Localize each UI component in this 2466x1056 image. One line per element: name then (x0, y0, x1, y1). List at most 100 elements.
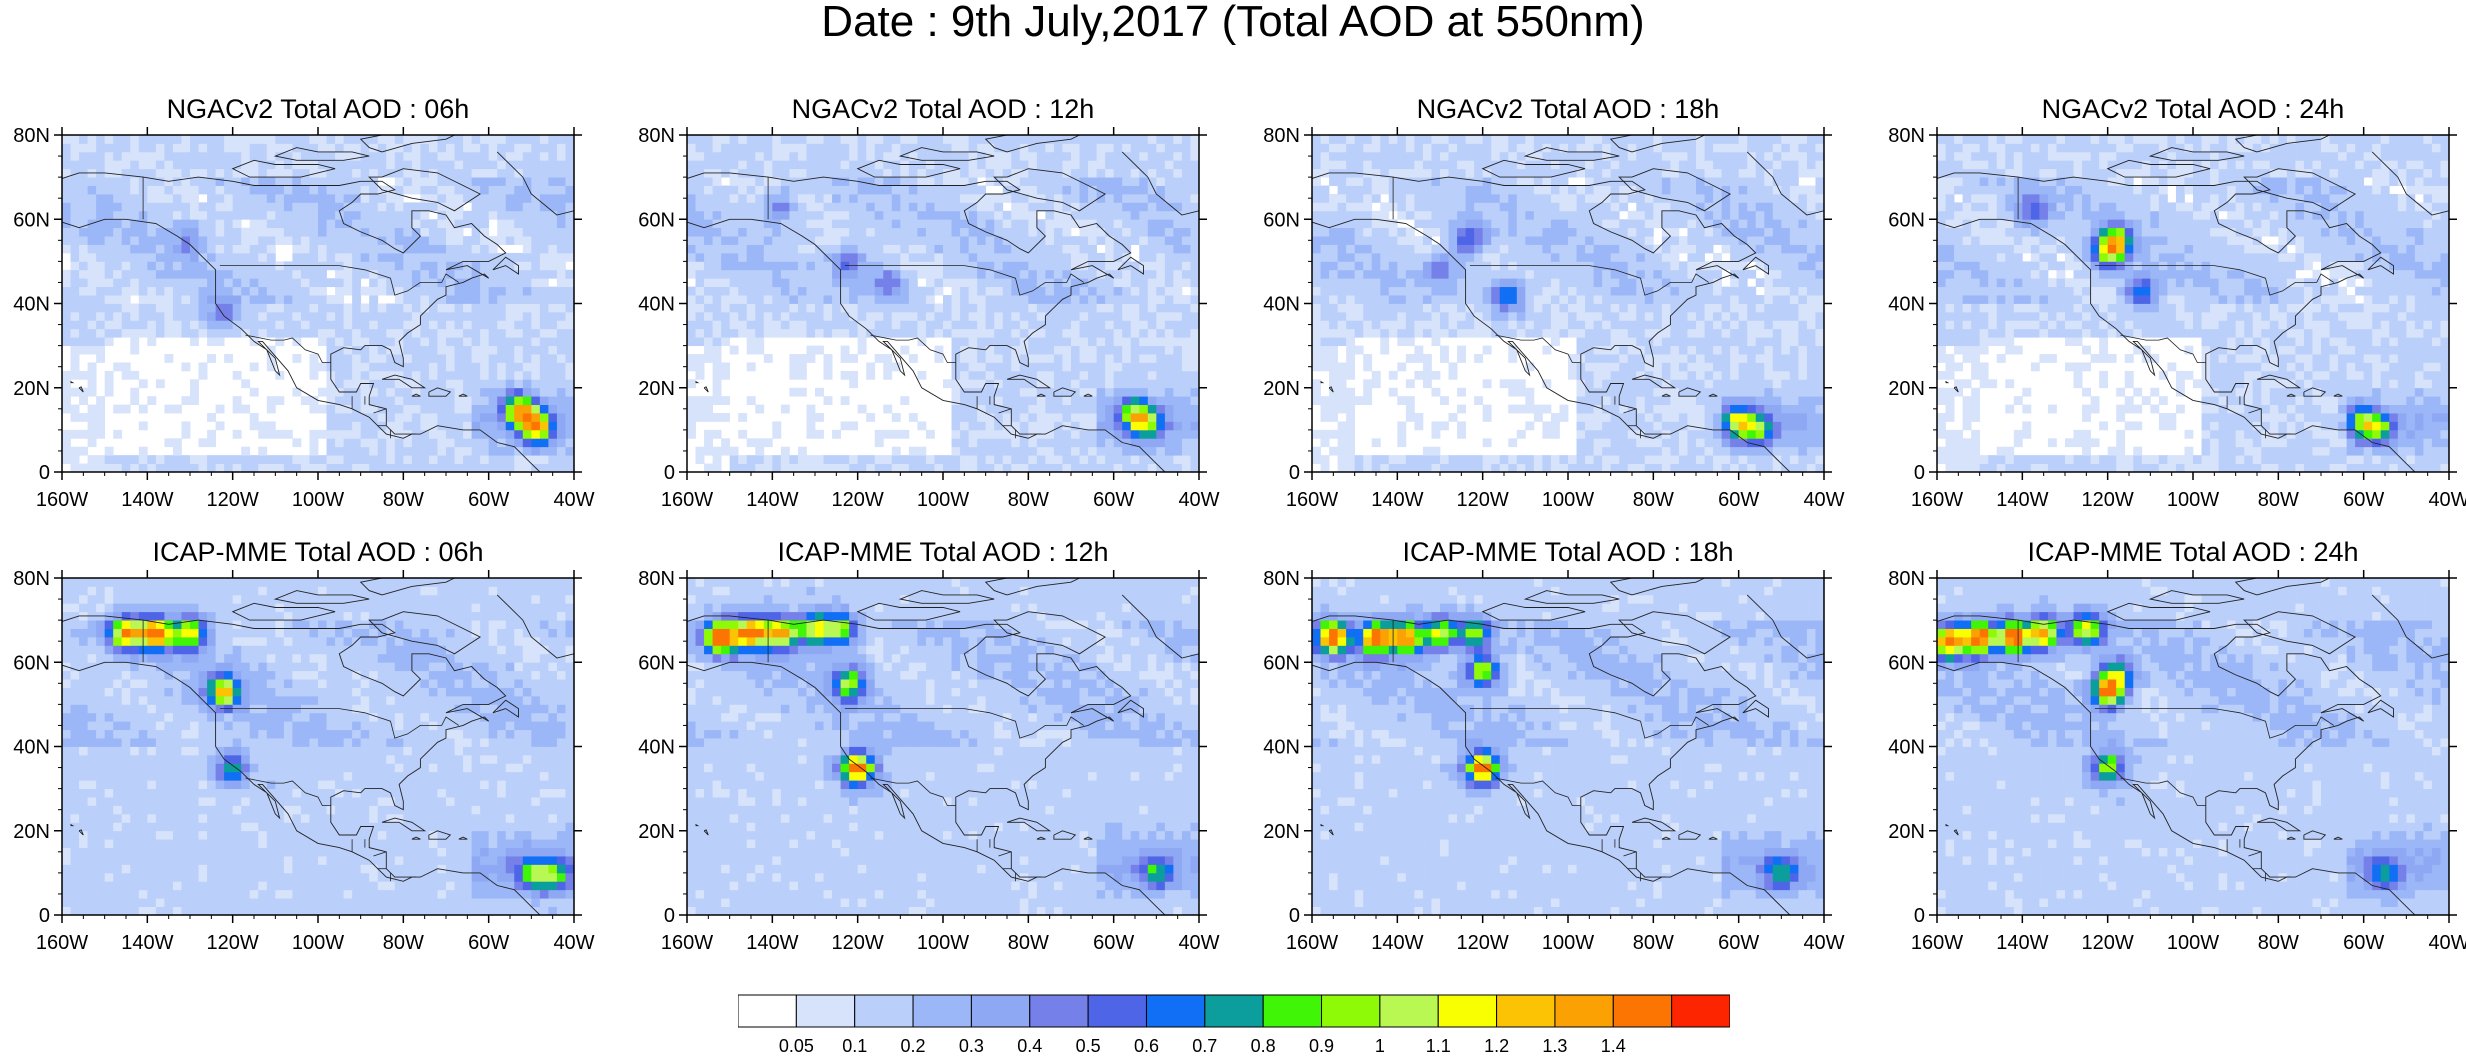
aod-cell (394, 446, 404, 456)
aod-cell (394, 421, 404, 431)
aod-cell (241, 295, 251, 304)
aod-cell (207, 413, 216, 422)
aod-cell (968, 278, 978, 288)
aod-cell (994, 269, 1004, 279)
aod-cell (1747, 463, 1757, 473)
aod-cell (840, 168, 850, 178)
aod-cell (266, 404, 276, 414)
aod-cell (1156, 421, 1166, 431)
aod-cell (548, 210, 558, 220)
aod-cell (497, 286, 507, 296)
aod-cell (1113, 463, 1123, 473)
coastline (411, 393, 421, 397)
aod-cell (815, 429, 824, 439)
aod-cell (215, 286, 225, 296)
aod-cell (1627, 438, 1637, 448)
aod-cell (241, 286, 251, 296)
aod-cell (806, 345, 816, 355)
aod-cell (1019, 236, 1029, 245)
aod-cell (763, 219, 773, 229)
aod-cell (377, 396, 387, 406)
aod-cell (780, 177, 790, 186)
aod-cell (1062, 455, 1072, 464)
aod-cell (866, 151, 876, 161)
aod-cell (695, 396, 705, 406)
aod-cell (1585, 362, 1594, 372)
aod-cell (446, 151, 455, 161)
aod-cell (164, 463, 174, 473)
aod-cell (198, 261, 208, 271)
aod-cell (497, 303, 507, 313)
aod-cell (96, 210, 106, 220)
aod-cell (96, 227, 106, 237)
aod-cell (1474, 463, 1484, 473)
aod-cell (266, 269, 276, 279)
aod-cell (360, 421, 370, 431)
aod-cell (1079, 345, 1089, 355)
aod-cell (283, 219, 293, 229)
aod-cell (1661, 446, 1671, 456)
aod-cell (1062, 168, 1072, 178)
aod-cell (369, 429, 379, 439)
aod-cell (960, 219, 969, 229)
aod-cell (522, 387, 532, 397)
aod-cell (712, 177, 722, 186)
aod-cell (531, 396, 541, 406)
aod-cell (471, 236, 481, 245)
aod-cell (1173, 345, 1183, 355)
aod-cell (1354, 396, 1364, 406)
aod-cell (1661, 463, 1671, 473)
aod-cell (463, 438, 472, 448)
aod-cell (738, 303, 748, 313)
aod-cell (780, 303, 790, 313)
aod-cell (1806, 396, 1816, 406)
aod-cell (1130, 143, 1140, 153)
aod-cell (994, 236, 1004, 245)
aod-cell (1096, 379, 1106, 389)
aod-cell (522, 185, 532, 195)
aod-cell (70, 413, 80, 422)
aod-cell (539, 379, 549, 389)
aod-cell (1105, 278, 1115, 288)
aod-cell (1772, 463, 1782, 473)
aod-cell (687, 244, 696, 254)
aod-cell (763, 311, 773, 321)
aod-cell (687, 227, 696, 237)
aod-cell (908, 286, 918, 296)
aod-cell (704, 244, 713, 254)
aod-cell (797, 135, 807, 144)
aod-cell (900, 143, 910, 153)
aod-cell (505, 379, 515, 389)
aod-cell (130, 160, 140, 170)
aod-cell (1113, 269, 1123, 279)
aod-cell (232, 295, 242, 304)
aod-cell (823, 193, 833, 203)
aod-cell (1653, 446, 1663, 456)
aod-cell (1491, 463, 1501, 473)
aod-cell (908, 193, 918, 203)
aod-cell (471, 143, 481, 153)
aod-cell (1593, 396, 1603, 406)
aod-cell (386, 135, 396, 144)
aod-cell (292, 286, 302, 296)
aod-cell (1088, 337, 1097, 347)
aod-cell (428, 362, 438, 372)
aod-cell (369, 446, 379, 456)
aod-cell (1045, 379, 1055, 389)
aod-cell (1696, 345, 1705, 355)
panel-ngacv2-18h: NGACv2 Total AOD : 18h 0 20N 40N 60N 80N 160W… (1263, 94, 1844, 511)
aod-cell (1002, 387, 1012, 397)
aod-cell (275, 396, 285, 406)
aod-cell (249, 311, 259, 321)
aod-cell (1627, 455, 1637, 464)
aod-cell (1139, 328, 1149, 338)
aod-cell (951, 269, 961, 279)
aod-cell (463, 337, 472, 347)
aod-cell (343, 168, 353, 178)
aod-cell (198, 455, 208, 464)
coastlines (62, 135, 574, 472)
aod-cell (87, 160, 97, 170)
aod-cell (377, 160, 387, 170)
aod-cell (1440, 345, 1449, 355)
aod-cell (746, 337, 756, 347)
